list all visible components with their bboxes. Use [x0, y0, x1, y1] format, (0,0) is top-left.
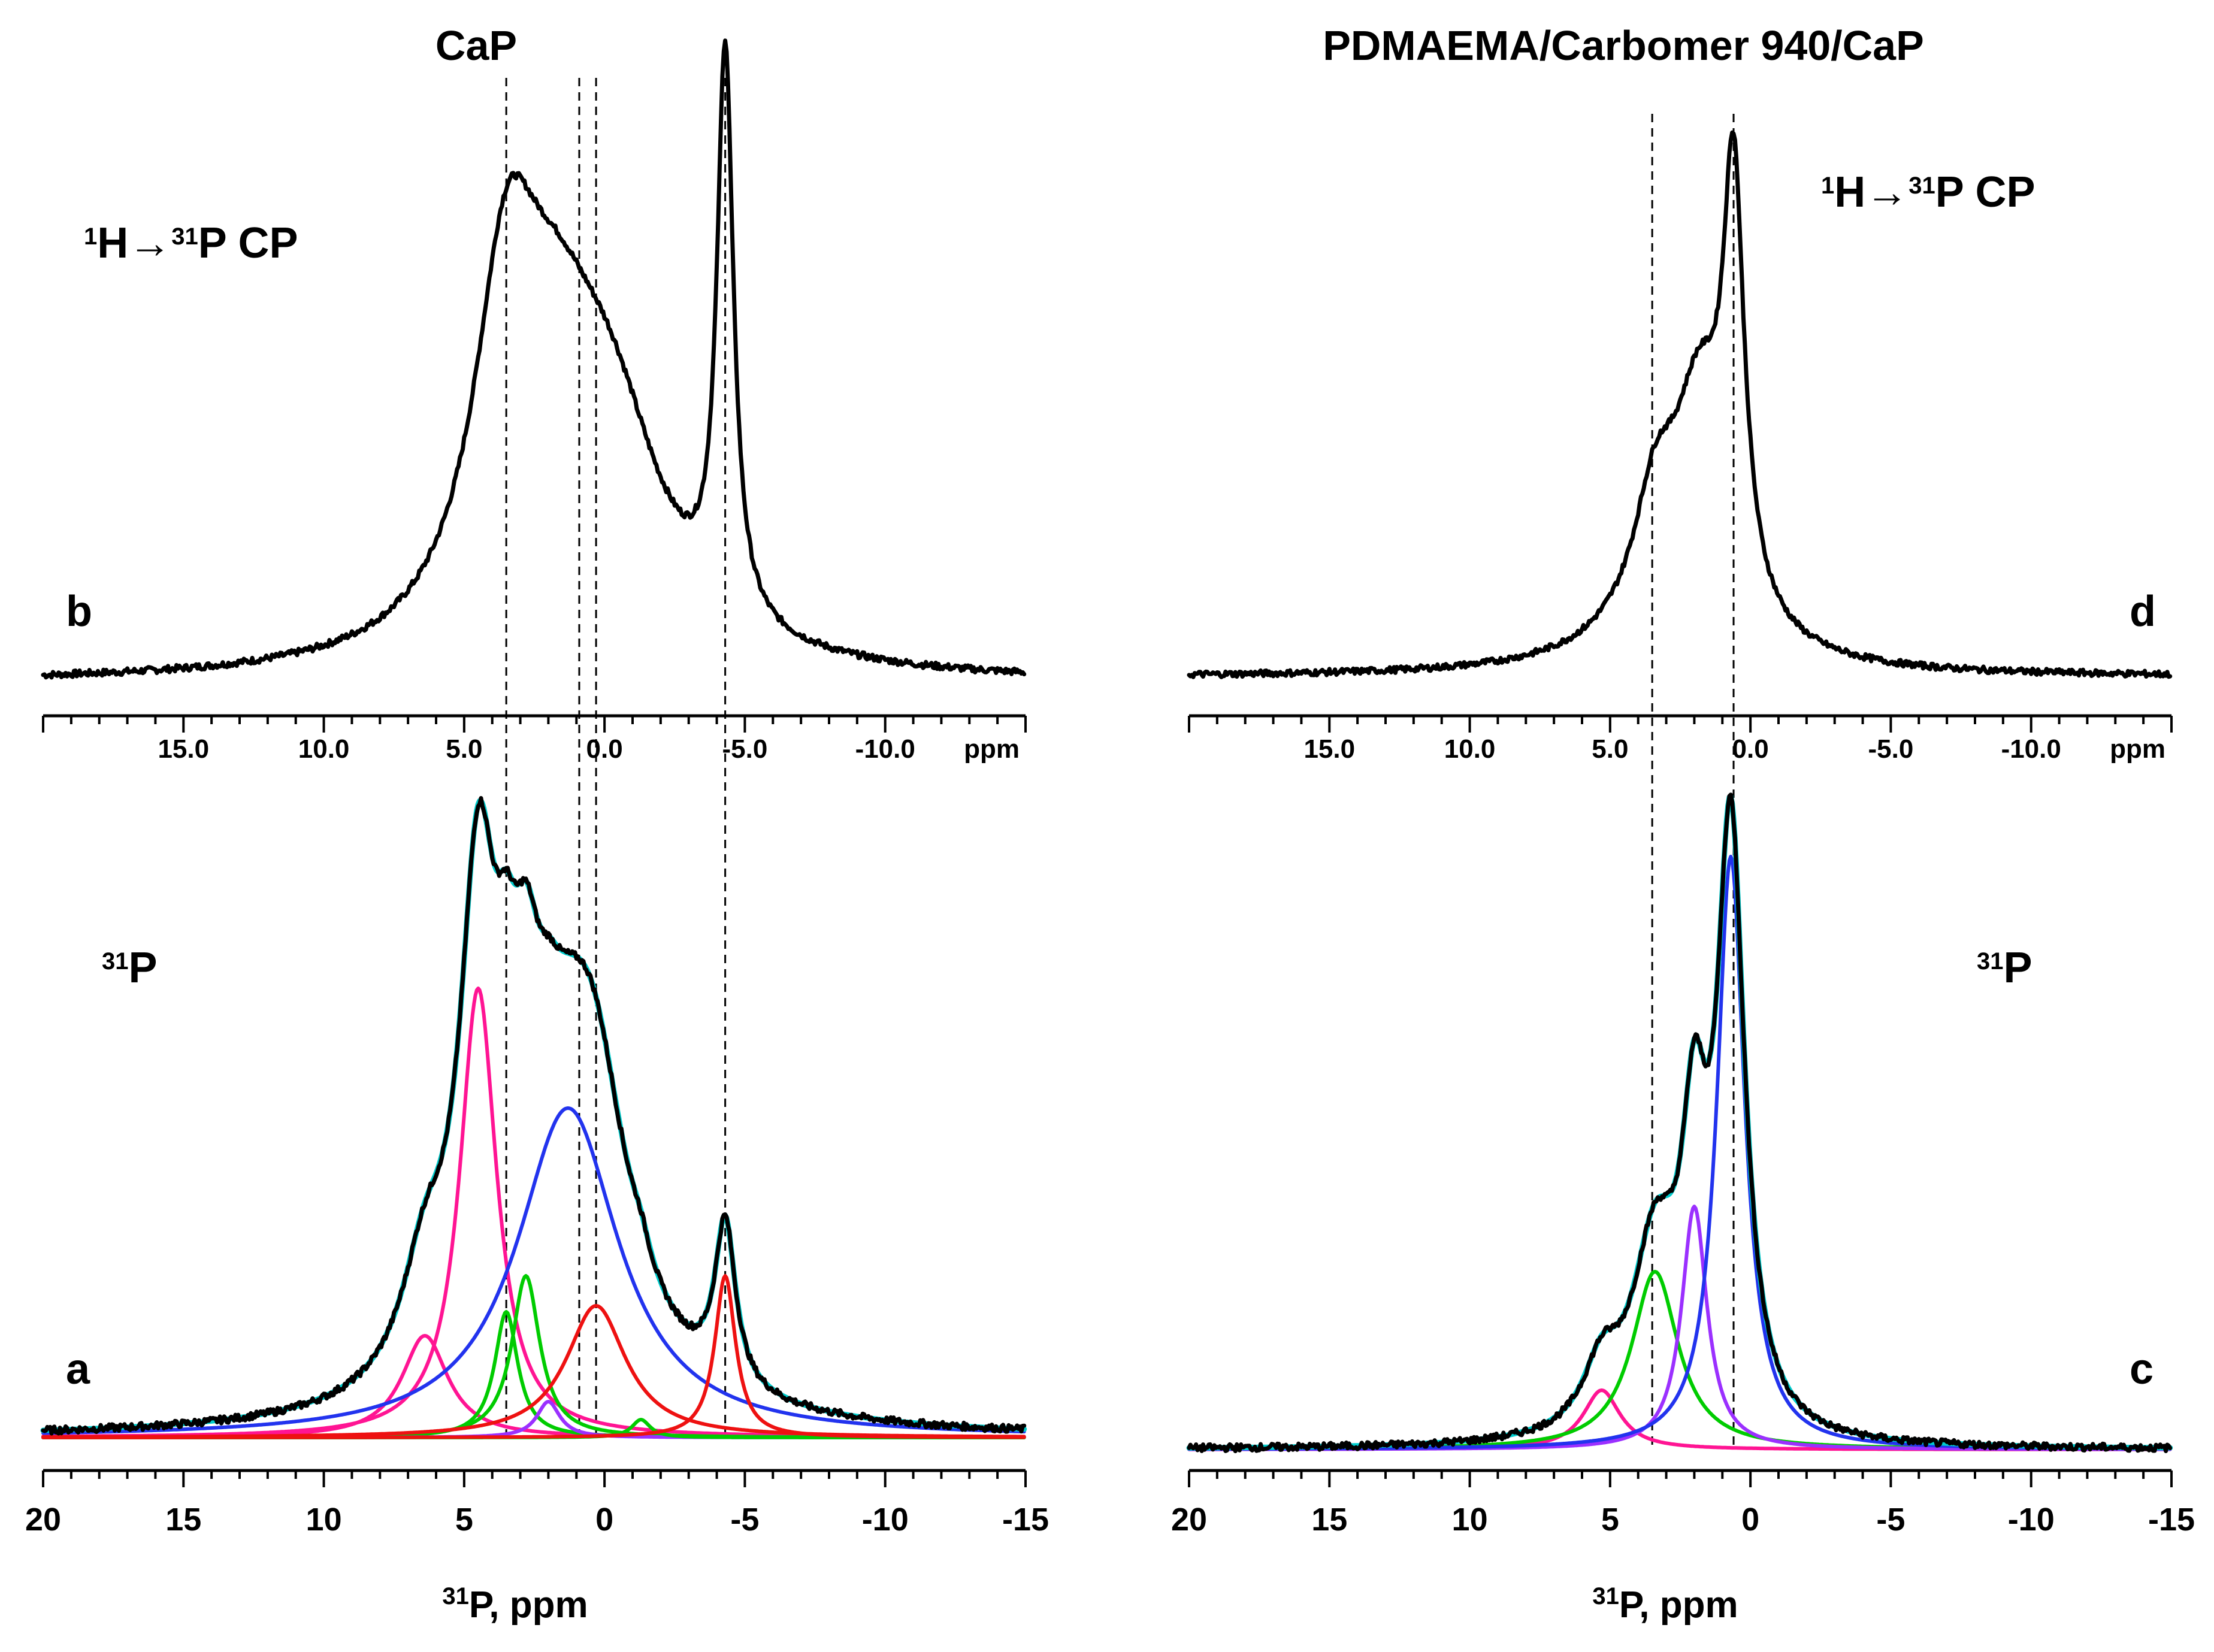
series-c-experimental	[1187, 792, 2173, 1454]
series-b-1h-31p-cp-spectrum	[41, 38, 1027, 680]
tick-label-a: -15	[1002, 1502, 1049, 1538]
x-axis-title-right: 31P, ppm	[1592, 1583, 1738, 1626]
tick-label-c: 0	[1741, 1502, 1759, 1538]
tick-label-a: 15	[165, 1502, 201, 1538]
x-axis-panel-d: 15.0 10.0 5.0 0.0 -5.0 -10.0 ppm	[1188, 714, 2173, 764]
tick-label-c: 5	[1601, 1502, 1619, 1538]
tick-label-c: -10	[2008, 1502, 2055, 1538]
x-axis-panel-b: 15.0 10.0 5.0 0.0 -5.0 -10.0 ppm	[42, 714, 1027, 764]
tick-label-a: -5	[730, 1502, 759, 1538]
tick-label-c: -5	[1876, 1502, 1905, 1538]
series-c-peak-2	[1187, 1270, 2172, 1451]
tick-label-b: 10.0	[298, 734, 350, 764]
tick-label-d: -10.0	[2001, 734, 2061, 764]
svg-text:31P, ppm: 31P, ppm	[442, 1583, 588, 1626]
tick-label-d: 0.0	[1732, 734, 1769, 764]
svg-text:31P, ppm: 31P, ppm	[1592, 1583, 1738, 1626]
spectra	[40, 38, 2173, 1454]
tick-label-c: 15	[1311, 1502, 1347, 1538]
tick-label-b: 15.0	[158, 734, 209, 764]
tick-label-b: -10.0	[855, 734, 915, 764]
axis-unit-b: ppm	[964, 734, 1020, 764]
tick-label-a: 10	[306, 1502, 342, 1538]
title-left: CaP	[435, 22, 517, 69]
tick-label-c: 10	[1452, 1502, 1488, 1538]
panel-label-d: d	[2130, 588, 2156, 636]
annotation-31p-right: 31P	[1977, 944, 2032, 992]
annotation-cp-right: 1H→31P CP	[1821, 168, 2035, 216]
axis-unit-d: ppm	[2110, 734, 2165, 764]
x-axis-panel-c: 20 15 10 5 0 -5 -10 -15	[1171, 1469, 2195, 1538]
series-d-1h-31p-cp-spectrum	[1187, 130, 2173, 679]
annotation-31p-left: 31P	[102, 944, 158, 992]
tick-label-c: -15	[2148, 1502, 2195, 1538]
tick-label-b: 5.0	[446, 734, 482, 764]
tick-label-a: 0	[595, 1502, 613, 1538]
panel-label-c: c	[2130, 1345, 2153, 1393]
tick-label-d: -5.0	[1868, 734, 1914, 764]
series-a-peak-2	[41, 987, 1026, 1439]
tick-label-d: 5.0	[1592, 734, 1628, 764]
panel-label-a: a	[66, 1345, 90, 1393]
series-c-peak-3	[1187, 1205, 2172, 1451]
x-axis-title-left: 31P, ppm	[442, 1583, 588, 1626]
tick-label-b: 0.0	[586, 734, 623, 764]
tick-label-b: -5.0	[722, 734, 768, 764]
annotation-cp-left: 1H→31P CP	[84, 219, 298, 267]
tick-label-a: -10	[862, 1502, 909, 1538]
series-a-sum-fit	[40, 798, 1027, 1433]
tick-label-a: 20	[25, 1502, 61, 1538]
panel-label-b: b	[66, 588, 92, 636]
series-a-peak-3	[41, 1106, 1026, 1435]
tick-label-a: 5	[455, 1502, 473, 1538]
tick-label-c: 20	[1171, 1502, 1207, 1538]
series-a-peak-9	[41, 1274, 1026, 1439]
tick-label-d: 15.0	[1303, 734, 1355, 764]
reference-dashed-lines	[505, 78, 1735, 1450]
tick-label-d: 10.0	[1444, 734, 1496, 764]
title-right: PDMAEMA/Carbomer 940/CaP	[1323, 22, 1924, 69]
series-a-experimental	[41, 796, 1027, 1436]
x-axis-panel-a: 20 15 10 5 0 -5 -10 -15	[25, 1469, 1049, 1538]
